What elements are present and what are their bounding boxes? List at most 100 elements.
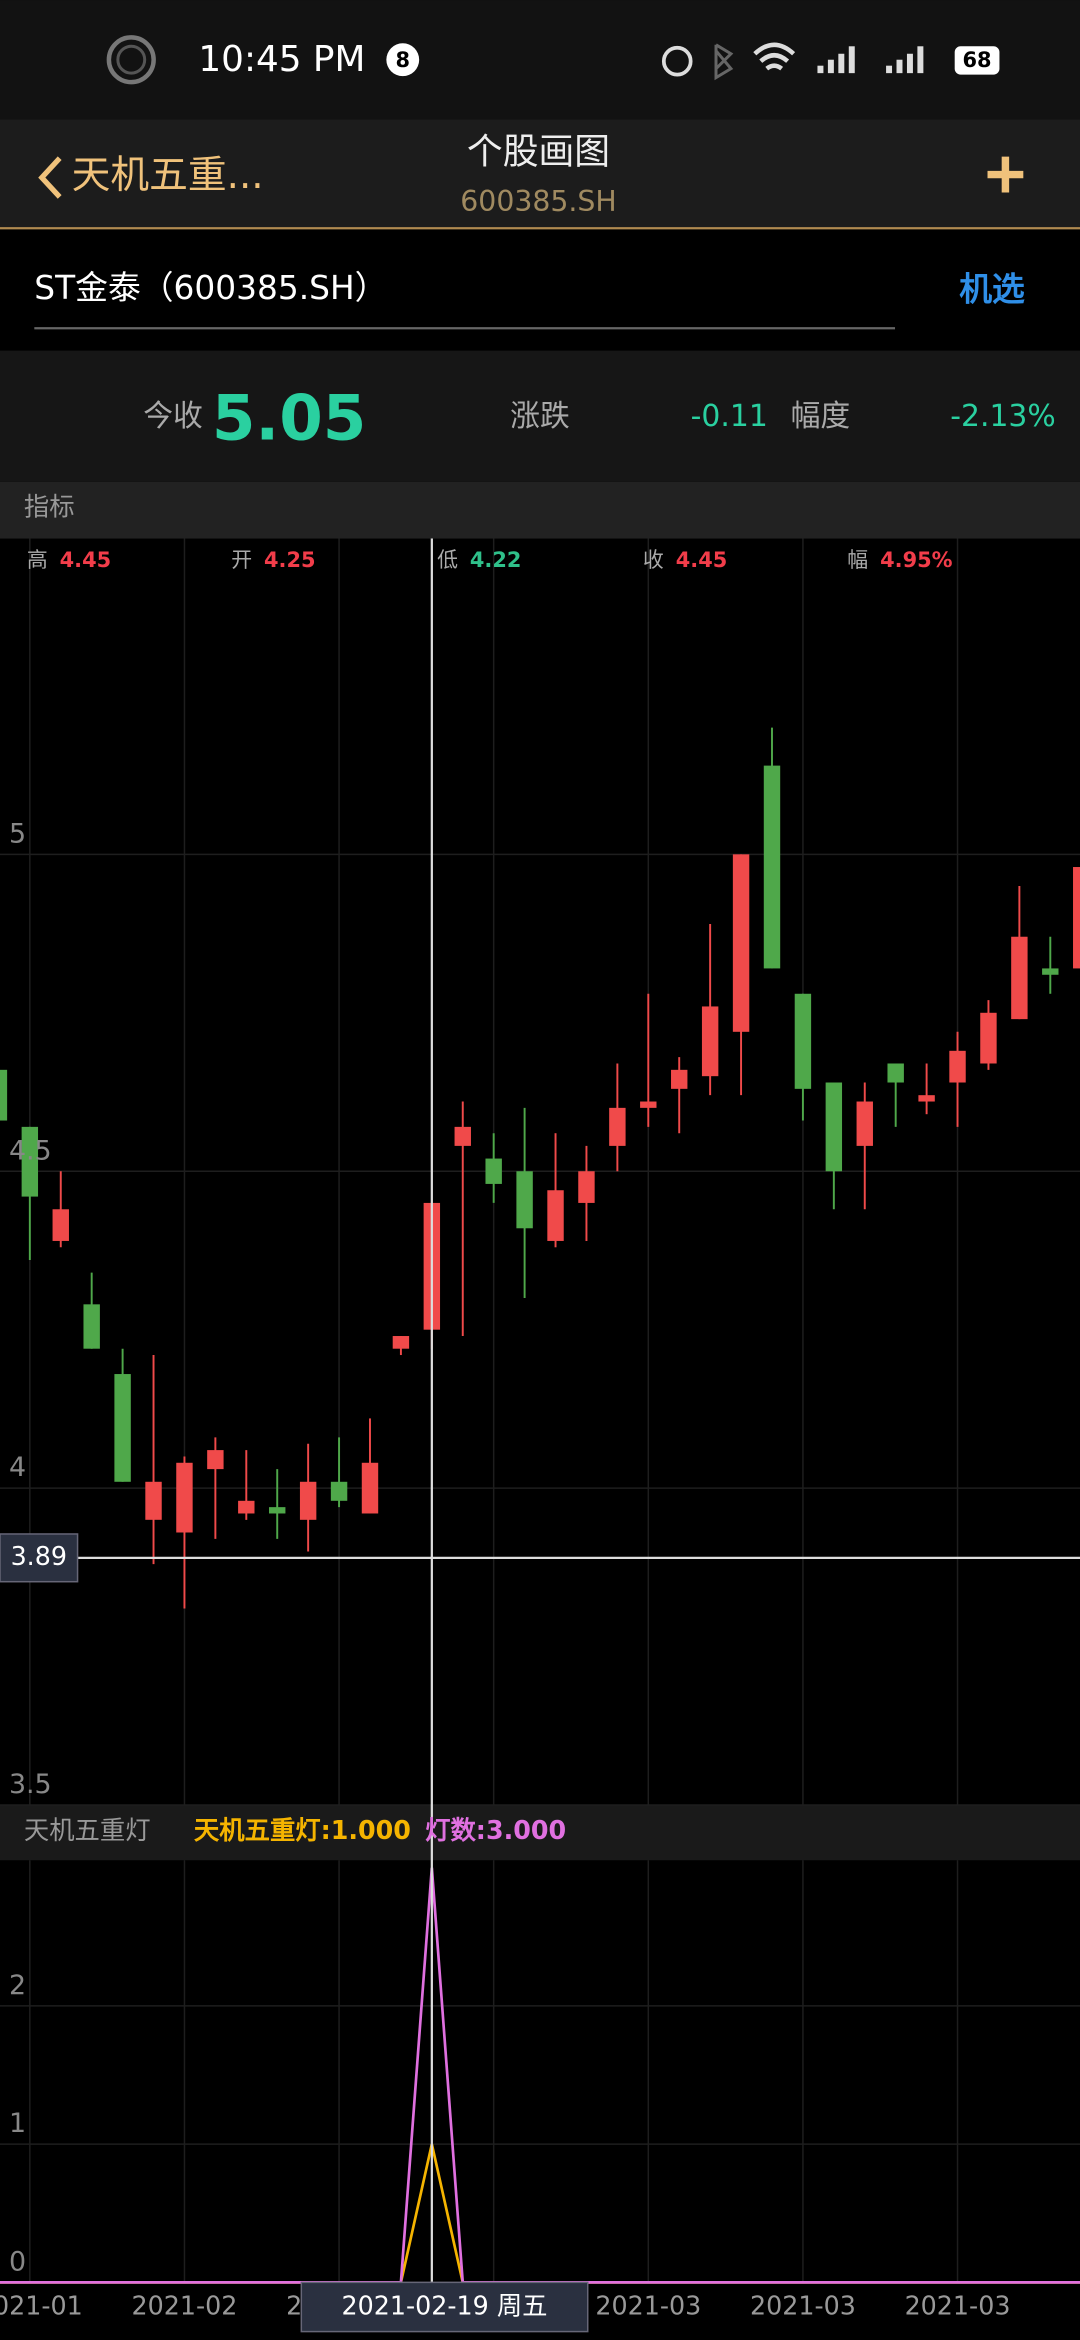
y-tick-label: 1 xyxy=(9,2108,26,2139)
candle-body xyxy=(83,1304,100,1349)
wifi-icon xyxy=(753,42,796,71)
legend-entry: 天机五重灯:1.000 xyxy=(194,1815,411,1845)
indicator-tab xyxy=(0,481,1080,539)
candle-body xyxy=(0,1069,8,1121)
sub-title: 天机五重灯 xyxy=(24,1815,151,1845)
info-label: 收 xyxy=(643,548,664,572)
pct-value: -2.13% xyxy=(950,399,1056,434)
candle-body xyxy=(732,854,750,1032)
battery-level: 68 xyxy=(963,48,992,72)
info-value: 4.95% xyxy=(880,548,953,572)
x-tick-label: 2021-03 xyxy=(595,2291,701,2321)
candle-body xyxy=(609,1107,626,1146)
candle-body xyxy=(238,1500,255,1514)
candle-body xyxy=(269,1507,286,1514)
candle-body xyxy=(763,765,781,969)
candle-body xyxy=(330,1481,348,1501)
grid-layer xyxy=(0,538,1080,2284)
crosshair-price: 3.89 xyxy=(11,1541,67,1571)
change-value: -0.11 xyxy=(691,399,768,434)
stock-input[interactable]: ST金泰（600385.SH） xyxy=(34,269,387,307)
crosshair-price-box xyxy=(0,1533,79,1583)
pick-button[interactable]: 机选 xyxy=(959,270,1025,308)
candle-body xyxy=(207,1450,224,1470)
candle-body xyxy=(114,1374,131,1482)
x-tick-label: 2021-03 xyxy=(750,2291,856,2321)
bluetooth-icon xyxy=(714,43,734,81)
candle-body xyxy=(856,1101,873,1146)
y-tick-label: 2 xyxy=(9,1970,26,2001)
candle-body xyxy=(21,1126,39,1197)
candle-body xyxy=(1073,867,1080,969)
candle-body xyxy=(176,1462,193,1533)
candle-body xyxy=(52,1209,69,1241)
status-icon xyxy=(116,44,147,75)
x-tick-label: 2021-02 xyxy=(131,2291,237,2321)
indicator-line xyxy=(0,2143,1080,2284)
legend-entry: 灯数:3.000 xyxy=(425,1815,566,1845)
candle-body xyxy=(1042,968,1059,975)
close-label: 今收 xyxy=(143,399,203,434)
change-label: 涨跌 xyxy=(510,399,570,434)
candle-body xyxy=(145,1481,162,1520)
nav-subtitle: 600385.SH xyxy=(460,185,616,218)
status-time: 10:45 PM xyxy=(198,39,365,80)
nav-bar xyxy=(0,119,1080,229)
close-price: 5.05 xyxy=(212,381,367,454)
candle-body xyxy=(1011,936,1028,1020)
info-value: 4.22 xyxy=(470,548,522,572)
candle-body xyxy=(547,1190,564,1241)
info-label: 幅 xyxy=(847,548,868,572)
x-tick-label: 2021-01 xyxy=(0,2291,83,2321)
info-label: 低 xyxy=(437,548,458,572)
candle-body xyxy=(701,1006,719,1077)
candle-body xyxy=(485,1158,502,1184)
back-label[interactable]: 天机五重... xyxy=(72,153,264,198)
candle-body xyxy=(980,1012,997,1064)
info-value: 4.45 xyxy=(676,548,728,572)
battery xyxy=(954,46,1000,75)
candle-body xyxy=(361,1462,379,1514)
crosshair-date: 2021-02-19 周五 xyxy=(342,2291,548,2321)
candle-body xyxy=(825,1082,843,1172)
quote-bar xyxy=(0,350,1080,482)
candle-body xyxy=(299,1481,317,1520)
overlay-layer: 高 4.45 开 4.25 低 4.22 收 4.45 幅 4.95%3.544.553.8920… xyxy=(0,538,1080,2333)
add-button[interactable] xyxy=(987,156,1024,193)
x-tick-label: 2021-03 xyxy=(905,2291,1011,2321)
info-label: 高 xyxy=(27,548,48,572)
crosshair-date-box xyxy=(300,2281,589,2333)
y-tick-label: 0 xyxy=(9,2246,26,2277)
info-value: 4.45 xyxy=(60,548,112,572)
candle-body xyxy=(392,1336,410,1349)
y-tick-label: 3.5 xyxy=(9,1769,52,1800)
candle-body xyxy=(454,1126,471,1146)
y-tick-label: 4 xyxy=(9,1452,26,1483)
y-tick-label: 4.5 xyxy=(9,1135,52,1166)
candle-body xyxy=(887,1063,904,1083)
candle-body xyxy=(671,1069,688,1089)
mark-layer: 2021-012021-022021-022021-032021-032021-… xyxy=(0,727,1080,2321)
pct-label: 幅度 xyxy=(791,399,851,434)
back-arrow[interactable] xyxy=(38,156,62,199)
candle-body xyxy=(949,1050,966,1083)
candle-body xyxy=(918,1095,935,1102)
info-value: 4.25 xyxy=(264,548,316,572)
nav-title: 个股画图 xyxy=(467,132,610,173)
candle-body xyxy=(578,1171,595,1203)
info-label: 开 xyxy=(231,548,252,572)
indicator-tab-label[interactable]: 指标 xyxy=(24,492,75,522)
candle-body xyxy=(516,1171,533,1229)
candle-body xyxy=(794,993,812,1089)
badge-text: 8 xyxy=(395,48,410,72)
indicator-line xyxy=(0,1867,1080,2284)
y-tick-label: 5 xyxy=(9,818,26,849)
candle-body xyxy=(640,1101,657,1108)
badge xyxy=(386,43,420,77)
status-icon xyxy=(106,35,156,85)
sub-header xyxy=(0,1805,1080,1861)
alarm-icon xyxy=(661,45,693,77)
signal-icon xyxy=(817,46,924,74)
